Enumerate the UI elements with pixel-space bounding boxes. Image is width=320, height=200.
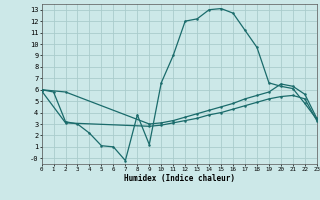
X-axis label: Humidex (Indice chaleur): Humidex (Indice chaleur) — [124, 174, 235, 183]
